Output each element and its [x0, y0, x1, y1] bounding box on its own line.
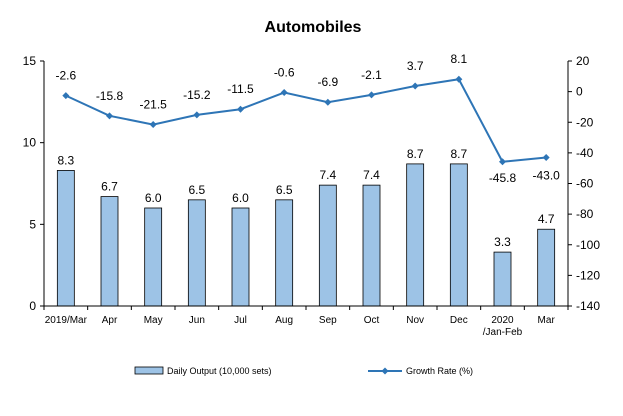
bar-6 — [318, 184, 337, 307]
growth-line — [65, 78, 547, 163]
legend-bar-label: Daily Output (10,000 sets) — [167, 366, 272, 376]
growth-point-3 — [193, 111, 201, 119]
y-left-tick-label-2: 10 — [23, 136, 37, 150]
growth-label-5: -0.6 — [274, 66, 295, 80]
x-tick-label-7: Oct — [364, 315, 380, 326]
bar-label-9: 8.7 — [450, 147, 467, 161]
growth-point-10 — [499, 158, 506, 166]
line-layer — [62, 75, 550, 166]
bar-label-5: 6.5 — [276, 183, 293, 197]
bar-3 — [187, 199, 206, 307]
growth-point-6 — [324, 98, 332, 106]
labels-layer: 8.3 6.7 6.0 6.5 6.0 6.5 7.4 7.4 8.7 8.7 3.3 4.7 -2.6… — [55, 52, 560, 249]
bar-7 — [362, 184, 381, 307]
growth-label-3: -15.2 — [183, 88, 211, 102]
bar-label-10: 3.3 — [494, 235, 511, 249]
growth-point-4 — [237, 105, 244, 113]
growth-label-8: 3.7 — [407, 59, 424, 73]
y-right-tick-label-1: 0 — [576, 85, 583, 99]
y-left-tick-label-3: 15 — [23, 54, 37, 68]
bar-label-6: 7.4 — [319, 168, 336, 182]
x-tick-label-4: Jul — [234, 315, 247, 326]
y-right-tick-label-6: -100 — [576, 238, 600, 252]
growth-point-5 — [280, 89, 288, 97]
legend-bar-swatch — [134, 366, 164, 375]
growth-point-9 — [455, 75, 463, 83]
growth-label-9: 8.1 — [450, 52, 467, 66]
y-right-tick-label-5: -80 — [576, 207, 594, 221]
growth-label-1: -15.8 — [96, 89, 124, 103]
bar-8 — [406, 163, 425, 307]
axes-layer: 0 5 10 15 20 0 -20 -40 -60 -80 -100 -120 -140 2019/Ma… — [23, 54, 601, 338]
growth-point-8 — [411, 82, 419, 90]
bar-1 — [100, 196, 119, 307]
bar-10 — [493, 251, 512, 307]
x-tick-label-1: Apr — [102, 315, 118, 326]
x-tick-label-0: 2019/Mar — [45, 315, 88, 326]
growth-point-1 — [106, 112, 113, 120]
bar-label-8: 8.7 — [407, 147, 424, 161]
bar-0 — [56, 170, 75, 307]
y-right-tick-label-8: -140 — [576, 299, 600, 313]
x-tick-label-8: Nov — [406, 315, 424, 326]
y-right-tick-label-4: -60 — [576, 177, 594, 191]
legend-line-marker — [381, 367, 389, 375]
x-tick-label-11: Mar — [538, 315, 556, 326]
bar-label-0: 8.3 — [57, 153, 74, 167]
bar-label-7: 7.4 — [363, 168, 380, 182]
legend: Daily Output (10,000 sets) Growth Rate (%… — [134, 366, 473, 376]
bar-5 — [275, 199, 294, 307]
bar-9 — [449, 163, 468, 307]
growth-label-10: -45.8 — [489, 171, 517, 185]
x-tick-label-9: Dec — [450, 315, 468, 326]
bar-label-3: 6.5 — [188, 183, 205, 197]
y-right-tick-label-2: -20 — [576, 115, 594, 129]
bar-4 — [231, 207, 250, 307]
y-right-tick-label-3: -40 — [576, 146, 594, 160]
growth-label-4: -11.5 — [227, 82, 254, 96]
growth-label-11: -43.0 — [532, 168, 560, 182]
growth-point-2 — [149, 121, 157, 129]
y-left-tick-label-0: 0 — [29, 299, 36, 313]
bar-label-2: 6.0 — [145, 191, 162, 205]
x-tick-label-2: May — [144, 315, 163, 326]
bar-label-11: 4.7 — [538, 212, 555, 226]
y-left-tick-label-1: 5 — [29, 217, 36, 231]
growth-point-11 — [542, 153, 550, 161]
growth-point-7 — [368, 91, 375, 99]
y-right-tick-label-0: 20 — [576, 54, 590, 68]
growth-label-0: -2.6 — [55, 69, 76, 83]
x-tick-label-3: Jun — [189, 315, 205, 326]
bar-2 — [144, 207, 163, 307]
y-right-tick-label-7: -120 — [576, 268, 600, 282]
chart-title: Automobiles — [265, 19, 362, 36]
bar-label-4: 6.0 — [232, 191, 249, 205]
legend-line-label: Growth Rate (%) — [406, 366, 473, 376]
growth-point-0 — [62, 92, 70, 100]
bars-layer — [56, 163, 556, 307]
growth-label-7: -2.1 — [361, 68, 382, 82]
bar-11 — [537, 228, 556, 307]
x-tick-label-6: Sep — [319, 315, 337, 326]
x-tick-label-5: Aug — [275, 315, 293, 326]
growth-label-6: -6.9 — [317, 75, 338, 89]
bar-label-1: 6.7 — [101, 180, 118, 194]
x-tick-label-10: 2020/Jan-Feb — [483, 315, 523, 338]
growth-label-2: -21.5 — [139, 98, 167, 112]
